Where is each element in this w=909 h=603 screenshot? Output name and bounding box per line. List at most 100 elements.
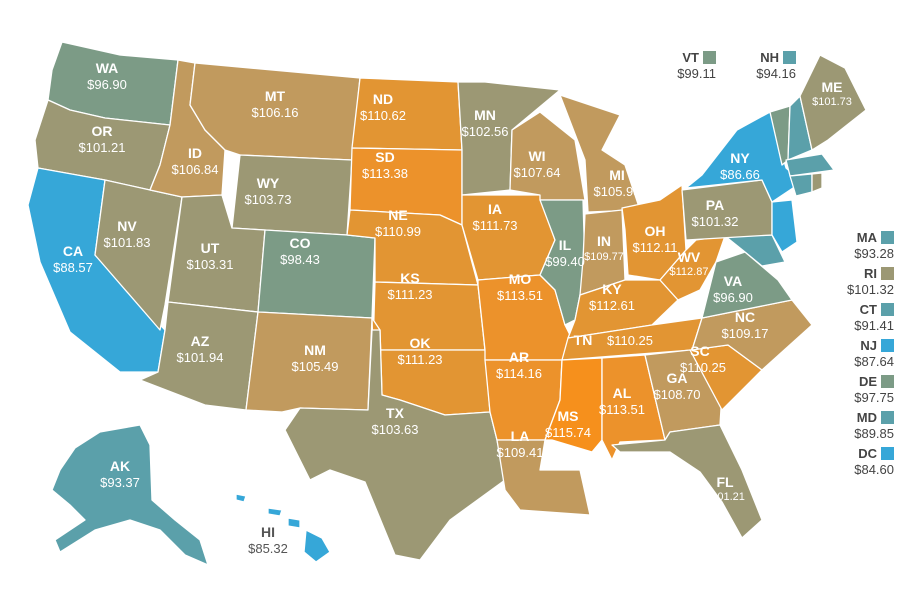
svg-text:$105.93: $105.93 [594, 184, 641, 199]
state-co[interactable] [257, 229, 376, 319]
svg-text:$103.73: $103.73 [245, 192, 292, 207]
svg-text:ND: ND [373, 91, 393, 107]
state-ct[interactable] [789, 173, 813, 197]
svg-text:OK: OK [410, 335, 431, 351]
state-ri[interactable] [811, 172, 823, 193]
svg-text:$106.16: $106.16 [252, 105, 299, 120]
svg-text:WV: WV [678, 249, 701, 265]
legend-ma: MA $93.28 [854, 230, 894, 261]
swatch-md [881, 411, 894, 424]
label-hi: HI$85.32 [248, 524, 288, 556]
label-ms: MS$115.74 [545, 408, 591, 440]
label-nc: NC$109.17 [722, 309, 769, 341]
state-me[interactable] [799, 54, 867, 151]
svg-text:$109.41: $109.41 [497, 445, 544, 460]
state-ma[interactable] [785, 153, 835, 177]
state-labels: WA$96.90 OR$101.21 CA$88.57 NV$101.83 ID… [53, 60, 852, 556]
svg-text:MT: MT [265, 88, 286, 104]
svg-text:$112.61: $112.61 [589, 298, 635, 313]
legend-md: MD $89.85 [854, 410, 894, 441]
swatch-de [881, 375, 894, 388]
label-nd: ND$110.62 [360, 91, 406, 123]
svg-text:MO: MO [509, 271, 532, 287]
label-sd: SD$113.38 [362, 149, 408, 181]
svg-text:$88.57: $88.57 [53, 260, 93, 275]
svg-text:TX: TX [386, 405, 405, 421]
svg-text:$111.23: $111.23 [387, 287, 432, 302]
label-wv: WV$112.87 [670, 249, 709, 278]
svg-text:$111.23: $111.23 [397, 352, 442, 367]
legend-vt: VT $99.11 [677, 50, 716, 81]
state-mi[interactable] [559, 94, 641, 213]
state-fl[interactable] [611, 424, 763, 539]
state-ny[interactable] [685, 111, 803, 203]
state-ak[interactable] [51, 424, 209, 566]
svg-text:$115.74: $115.74 [545, 425, 591, 440]
svg-text:HI: HI [261, 524, 275, 540]
svg-text:$101.94: $101.94 [177, 350, 224, 365]
label-tn: TN $110.25 [574, 332, 653, 348]
label-wy: WY$103.73 [245, 175, 292, 207]
label-ut: UT$103.31 [187, 240, 234, 272]
label-la: LA$109.41 [497, 428, 544, 460]
label-mo: MO$113.51 [497, 271, 543, 303]
label-ia: IA$111.73 [472, 201, 517, 233]
label-ar: AR$114.16 [496, 349, 542, 381]
state-pa[interactable] [681, 179, 773, 241]
label-tx: TX$103.63 [372, 405, 419, 437]
label-az: AZ$101.94 [177, 333, 224, 365]
state-hi[interactable] [235, 493, 331, 563]
svg-text:$99.40: $99.40 [545, 254, 585, 269]
svg-text:AZ: AZ [191, 333, 210, 349]
svg-text:$103.63: $103.63 [372, 422, 419, 437]
label-wi: WI$107.64 [514, 148, 561, 180]
svg-text:WI: WI [528, 148, 545, 164]
state-wv[interactable] [659, 235, 726, 301]
swatch-vt [703, 51, 716, 64]
label-ky: KY$112.61 [589, 281, 635, 313]
svg-text:FL: FL [716, 474, 734, 490]
svg-text:$113.51: $113.51 [599, 402, 645, 417]
svg-text:$110.99: $110.99 [375, 224, 421, 239]
svg-text:MN: MN [474, 107, 496, 123]
label-ks: KS$111.23 [387, 270, 432, 302]
svg-text:PA: PA [706, 197, 724, 213]
svg-text:OH: OH [645, 223, 666, 239]
state-il[interactable] [539, 199, 586, 326]
svg-text:IL: IL [559, 237, 572, 253]
svg-text:AK: AK [110, 458, 130, 474]
label-pa: PA$101.32 [692, 197, 739, 229]
svg-text:IA: IA [488, 201, 502, 217]
svg-text:$110.25: $110.25 [680, 360, 726, 375]
svg-text:$112.11: $112.11 [632, 240, 677, 255]
svg-text:MS: MS [558, 408, 579, 424]
label-co: CO$98.43 [280, 235, 320, 267]
svg-text:WA: WA [96, 60, 119, 76]
svg-text:$109.17: $109.17 [722, 326, 769, 341]
legend-de: DE $97.75 [854, 374, 894, 405]
svg-text:$101.32: $101.32 [692, 214, 739, 229]
legend-nh: NH $94.16 [756, 50, 796, 81]
state-la[interactable] [496, 439, 591, 516]
label-al: AL$113.51 [599, 385, 645, 417]
label-oh: OH$112.11 [632, 223, 677, 255]
label-me: ME$101.73 [812, 79, 852, 108]
svg-text:$110.25: $110.25 [607, 333, 653, 348]
svg-text:$101.21: $101.21 [79, 140, 126, 155]
label-id: ID$106.84 [172, 145, 219, 177]
svg-text:NE: NE [388, 207, 407, 223]
svg-text:$112.87: $112.87 [670, 266, 709, 278]
svg-text:$101.83: $101.83 [104, 235, 151, 250]
svg-text:MI: MI [609, 167, 625, 183]
svg-text:CA: CA [63, 243, 83, 259]
svg-text:UT: UT [201, 240, 220, 256]
state-ia[interactable] [461, 194, 556, 281]
label-in: IN $109.77 [584, 233, 624, 263]
svg-text:NC: NC [735, 309, 755, 325]
state-nj[interactable] [771, 199, 798, 253]
svg-text:$103.31: $103.31 [187, 257, 234, 272]
svg-text:$109.77: $109.77 [584, 251, 624, 263]
svg-text:$105.49: $105.49 [292, 359, 339, 374]
svg-text:$111.73: $111.73 [472, 218, 517, 233]
label-ok: OK$111.23 [397, 335, 442, 367]
